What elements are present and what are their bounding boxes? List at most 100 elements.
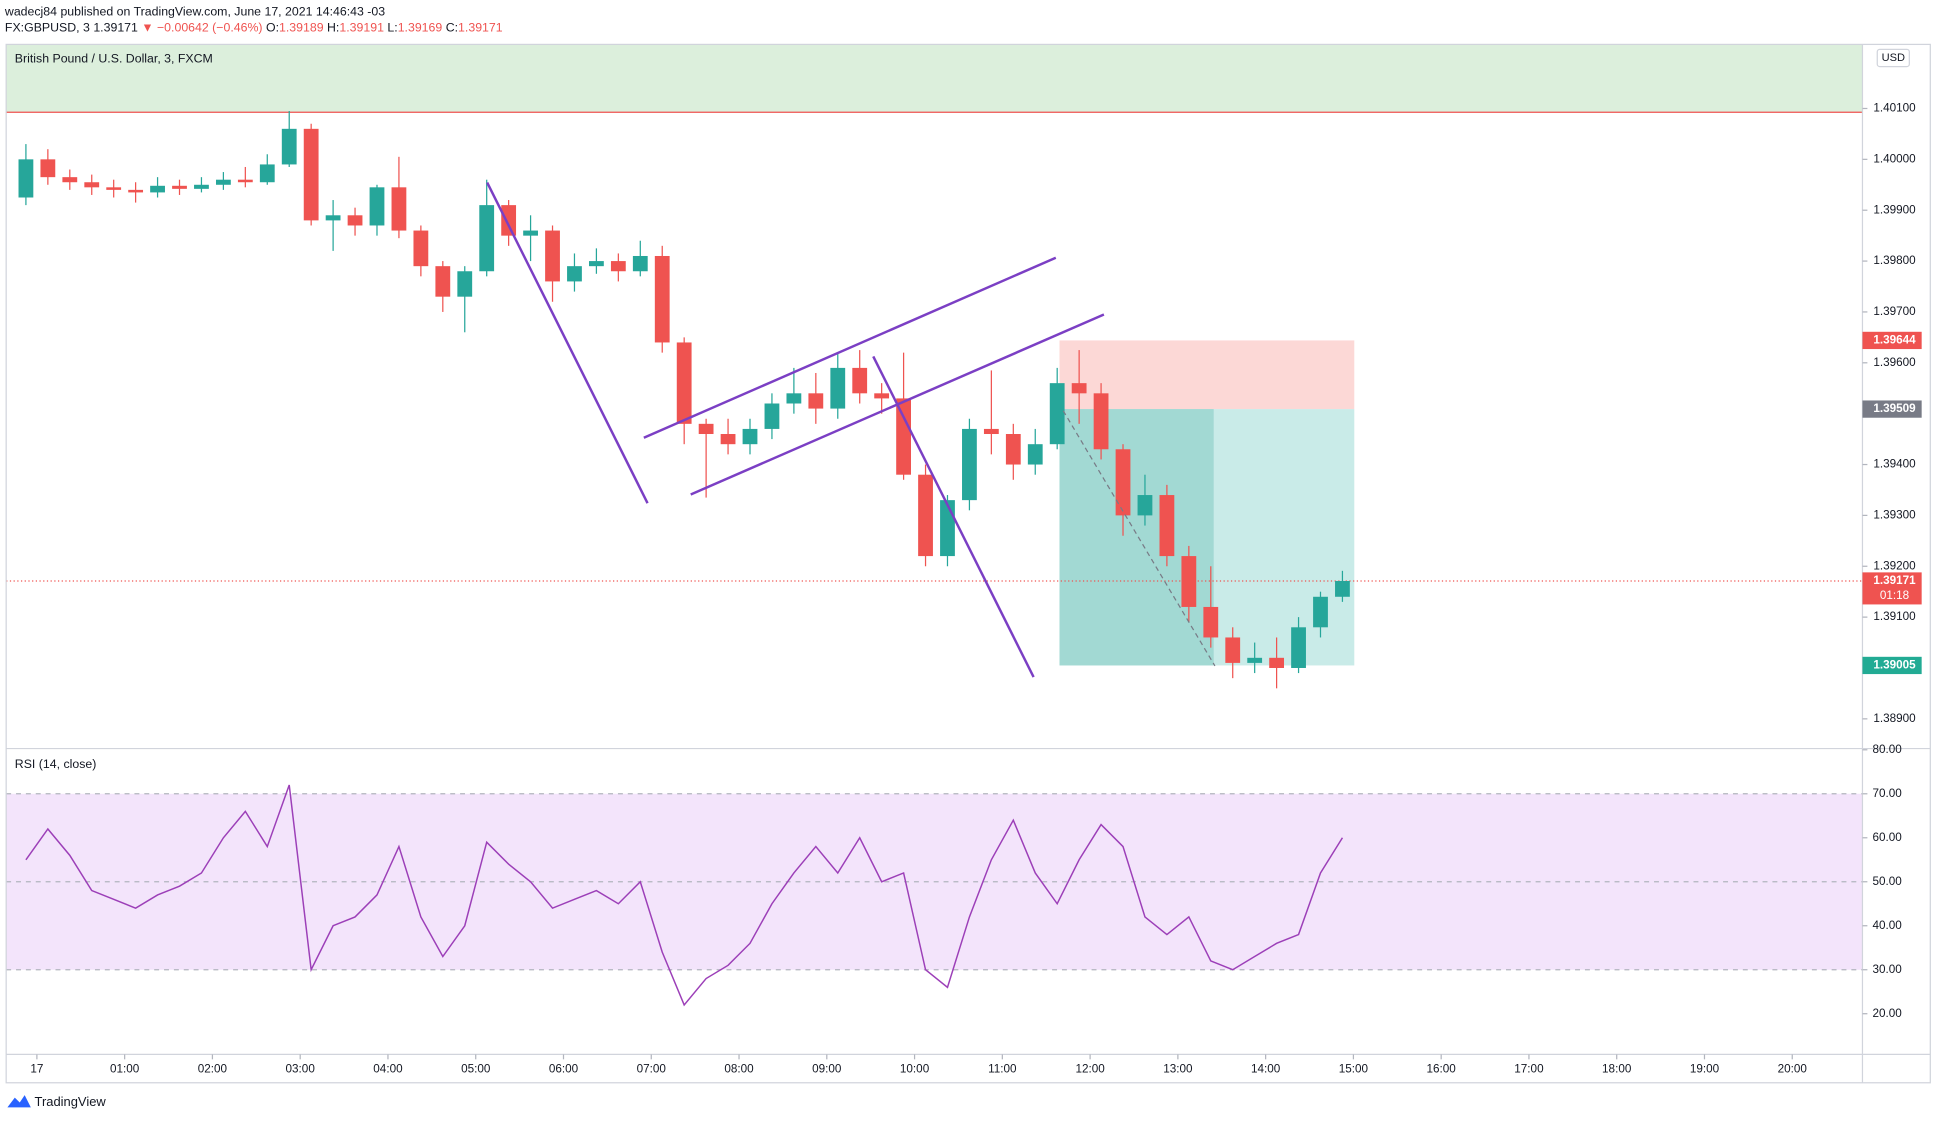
- candle-body: [1093, 393, 1109, 450]
- candle-body: [940, 500, 955, 557]
- candle-body: [1203, 606, 1219, 638]
- x-tick-label: 15:00: [1339, 1062, 1369, 1075]
- x-tick-label: 19:00: [1690, 1062, 1720, 1075]
- candle-body: [589, 261, 604, 267]
- candle-body: [1247, 657, 1263, 663]
- candle-body: [1027, 444, 1043, 465]
- change: −0.00642 (−0.46%): [157, 21, 263, 35]
- candle-body: [259, 164, 275, 183]
- candle-body: [40, 159, 56, 178]
- candle-body: [237, 179, 253, 183]
- rsi-tick-label: 20.00: [1872, 1007, 1902, 1020]
- candle-body: [896, 398, 911, 475]
- candle-body: [962, 428, 977, 501]
- x-tick-label: 11:00: [988, 1062, 1017, 1075]
- high: 1.39191: [339, 21, 384, 35]
- open: 1.39189: [279, 21, 324, 35]
- price-badge: [1862, 331, 1922, 350]
- candle-body: [1005, 434, 1021, 465]
- stop-zone: [1059, 340, 1355, 410]
- x-tick-label: 16:00: [1427, 1062, 1457, 1075]
- x-tick-label: 01:00: [110, 1062, 140, 1075]
- currency-box: [1876, 48, 1910, 68]
- price-badge-label: 1.39644: [1873, 334, 1916, 347]
- candle-body: [654, 255, 670, 343]
- frame-border: [5, 43, 1931, 1084]
- y-tick-label: 1.40100: [1873, 102, 1916, 115]
- frame: [5, 43, 1931, 1084]
- candle-body: [303, 128, 319, 221]
- y-tick-label: 1.39100: [1873, 610, 1916, 623]
- candle-body: [1115, 449, 1131, 516]
- candle-body: [106, 187, 122, 190]
- x-tick-label: 18:00: [1602, 1062, 1632, 1075]
- candle-body: [391, 187, 407, 231]
- arrow: ▼: [141, 21, 153, 35]
- price-badge: [1862, 400, 1922, 418]
- channel-line: [643, 256, 1057, 439]
- y-tick-label: 1.39800: [1873, 254, 1916, 267]
- position-path: [1062, 410, 1216, 667]
- candle-body: [632, 255, 648, 272]
- candle-body: [983, 428, 999, 435]
- author-line: wadecj84 published on TradingView.com, J…: [4, 5, 385, 19]
- candle-body: [150, 185, 165, 193]
- last: 1.39171: [93, 21, 138, 35]
- candle-body: [1335, 581, 1350, 597]
- axes: 1.40100 1.40000 1.39900 1.39800 1.39700 1.396…: [30, 102, 1922, 1075]
- x-tick-label: 20:00: [1778, 1062, 1808, 1075]
- candle-body: [852, 367, 868, 394]
- candle-body: [347, 215, 363, 226]
- x-tick-label: 03:00: [286, 1062, 316, 1075]
- candle-body: [1313, 596, 1328, 628]
- candle-body: [325, 215, 341, 221]
- rsi-tick-label: 80.00: [1872, 743, 1902, 756]
- candle-body: [918, 474, 933, 557]
- high-label: H:: [327, 21, 339, 35]
- rsi-tick-label: 50.00: [1872, 875, 1902, 888]
- x-tick-label: 06:00: [549, 1062, 579, 1075]
- x-tick-label: 13:00: [1163, 1062, 1193, 1075]
- rsi-tick-label: 30.00: [1872, 963, 1902, 976]
- highlight-zone: [6, 44, 1863, 113]
- candle-body: [369, 187, 385, 226]
- price-badge-label: 1.39509: [1873, 402, 1916, 415]
- candle-body: [720, 434, 736, 445]
- y-tick-label: 1.40000: [1873, 152, 1916, 165]
- price-badge-label: 1.39005: [1873, 659, 1916, 672]
- trend-line: [486, 181, 649, 504]
- candle-body: [413, 230, 429, 267]
- x-tick-label: 10:00: [900, 1062, 930, 1075]
- y-tick-label: 1.39200: [1873, 559, 1916, 572]
- candle-body: [523, 230, 538, 236]
- candle-body: [1071, 383, 1087, 394]
- logo-icon: [7, 1095, 31, 1108]
- price-badge-label: 1.39171: [1873, 574, 1916, 587]
- candle-body: [874, 393, 890, 399]
- candle-body: [1269, 657, 1285, 668]
- candle-body: [764, 403, 780, 429]
- open-label: O:: [266, 21, 279, 35]
- candle-body: [786, 393, 802, 404]
- candle-body: [1137, 495, 1153, 516]
- y-tick-label: 1.38900: [1873, 712, 1916, 725]
- chart-title: British Pound / U.S. Dollar, 3, FXCM: [15, 51, 213, 65]
- candle-body: [457, 271, 473, 297]
- x-tick-label: 17:00: [1514, 1062, 1544, 1075]
- candle-body: [1159, 495, 1175, 557]
- candle-body: [545, 230, 560, 282]
- candle-body: [128, 189, 144, 193]
- price-pane: [6, 111, 1863, 1007]
- candle-body: [435, 266, 451, 297]
- candle-body: [1181, 556, 1197, 607]
- y-tick-label: 1.39400: [1873, 458, 1916, 471]
- y-tick-label: 1.39300: [1873, 508, 1916, 521]
- candle-body: [1049, 383, 1065, 445]
- x-tick-label: 04:00: [373, 1062, 403, 1075]
- candle-body: [830, 367, 846, 409]
- symbol: FX:GBPUSD, 3: [5, 21, 90, 35]
- candle-body: [610, 261, 626, 272]
- x-tick-label: 02:00: [198, 1062, 228, 1075]
- x-tick-label: 07:00: [637, 1062, 667, 1075]
